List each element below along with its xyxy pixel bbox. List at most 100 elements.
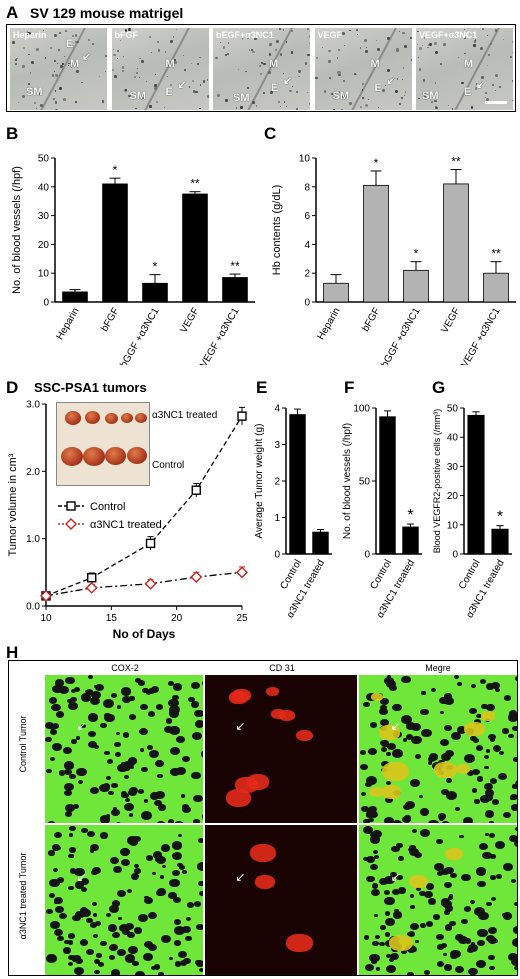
point-1-3	[190, 571, 203, 584]
significance-mark-1: *	[374, 156, 379, 170]
x-tick-label-1: bFGF	[99, 306, 121, 334]
tumor-specimen	[85, 411, 100, 424]
stain-tile-r1-c0: ↙	[45, 825, 203, 975]
significance-mark-1: *	[113, 163, 118, 177]
stain-tile-r0-c2: ↙	[359, 675, 517, 823]
matrigel-image-label: VEGF	[317, 30, 343, 40]
panel-g-letter: G	[432, 378, 446, 397]
x-tick-label-3: VEGF	[178, 306, 201, 335]
significance-mark-4: **	[491, 247, 501, 261]
tumor-specimen	[83, 447, 105, 466]
legend-marker-0	[66, 501, 76, 511]
panel-c-letter: C	[264, 124, 277, 143]
y-tick-label: 2.0	[26, 467, 40, 478]
stain-tile-r0-c0: ↙	[45, 675, 203, 823]
row-label-control: Control Tumor	[18, 715, 28, 773]
tissue-marker-m: M	[464, 58, 474, 70]
x-tick-label-0: Heparin	[316, 306, 343, 342]
panel-h-letter: H	[6, 643, 19, 662]
y-tick-label: 3	[274, 440, 280, 451]
significance-mark-1: *	[407, 507, 413, 524]
tumor-specimen	[121, 413, 133, 424]
panel-b-letter: B	[6, 124, 19, 143]
x-tick-label-0: Heparin	[55, 306, 82, 342]
y-tick-label: 10	[38, 269, 50, 280]
tumor-specimen	[127, 447, 147, 464]
y-tick-label: 40	[447, 433, 459, 444]
x-tick-label: 15	[106, 613, 118, 624]
point-0-3	[191, 485, 201, 495]
y-tick-label: 1.0	[26, 534, 40, 545]
tissue-marker-m: M	[70, 58, 80, 70]
tissue-marker-sm: SM	[422, 90, 439, 102]
y-tick-label: 20	[447, 491, 459, 502]
bar-4	[222, 277, 248, 303]
tissue-marker-e: E	[464, 86, 472, 98]
tissue-marker-m: M	[269, 58, 279, 70]
panel-e-letter: E	[256, 378, 268, 397]
bar-0	[323, 282, 349, 303]
stain-tile-r1-c1: ↙	[205, 825, 357, 975]
chart-g-vegfr2-cells: 0 10 20 30 40 50 Blood VEGFR2-positive cells (…	[432, 404, 512, 620]
bar-1	[363, 184, 389, 303]
y-tick-label: 8	[304, 182, 310, 193]
matrigel-image-strip: Heparin E M SM ↙ bFGF M E SM ↙ bEGF+α3NC1 M E SM ↙ VEGF…	[6, 24, 516, 112]
bar-2	[142, 282, 168, 303]
x-tick-label: 10	[40, 613, 52, 624]
y-tick-label: 0	[304, 298, 310, 309]
y-tick-label: 2	[304, 269, 310, 280]
tissue-marker-m: M	[165, 58, 175, 70]
stain-tile-r1-c2: ↙	[359, 825, 517, 975]
tissue-marker-e: E	[165, 86, 173, 98]
legend-marker-1	[65, 518, 77, 530]
tumor-specimen	[65, 411, 81, 425]
tissue-marker-sm: SM	[129, 90, 147, 102]
y-axis-label: No. of blood vessels (/hpf)	[342, 423, 353, 539]
immunostain-grid: COX-2 CD 31 Megre Control Tumor α3NC1 tr…	[8, 660, 518, 976]
y-tick-label: 20	[38, 240, 50, 251]
arrow-icon: ↙	[283, 75, 293, 87]
bar-4	[483, 272, 509, 303]
significance-mark-1: *	[497, 509, 503, 526]
panel-d-title: SSC-PSA1 tumors	[34, 380, 147, 395]
y-axis-label: Tumor volume in cm³	[7, 453, 19, 556]
significance-mark-4: **	[230, 259, 240, 273]
bar-0	[62, 291, 88, 303]
tissue-marker-e: E	[374, 82, 382, 94]
tissue-marker-e: E	[271, 82, 279, 94]
row-label-treated: α3NC1 treated Tumor	[18, 852, 28, 940]
y-tick-label: 6	[304, 211, 310, 222]
y-tick-label: 4	[274, 404, 280, 415]
col-header-merge: Megre	[425, 663, 451, 673]
y-tick-label: 0	[452, 550, 458, 561]
tumor-specimen	[61, 447, 83, 466]
point-1-2	[144, 577, 157, 590]
point-1-0	[40, 589, 52, 602]
significance-mark-3: **	[190, 177, 200, 191]
tumor-photo	[56, 402, 150, 486]
y-axis-label: No. of blood vessels (/hpf)	[11, 166, 23, 294]
legend-label-1: α3NC1 treated	[90, 519, 162, 531]
matrigel-image-label: bEGF+α3NC1	[216, 30, 274, 40]
bar-0	[467, 414, 485, 555]
arrow-icon: ↙	[386, 75, 396, 87]
tissue-marker-e: E	[66, 38, 74, 50]
chart-d-tumor-volume: 0.0 1.0 2.0 3.0 10 15 20 25 No of Days Tumor volu…	[7, 400, 248, 642]
point-1-1	[85, 581, 98, 594]
y-tick-label: 4	[304, 240, 310, 251]
y-tick-label: 30	[447, 462, 459, 473]
point-0-4	[237, 411, 247, 421]
series-line-1	[45, 571, 243, 597]
tumor-photo-control-label: Control	[152, 460, 185, 471]
col-header-cd31: CD 31	[269, 663, 295, 673]
tumor-photo-treated-label: α3NC1 treated	[152, 410, 218, 421]
y-tick-label: 2	[274, 477, 280, 488]
point-1-4	[236, 566, 248, 579]
x-tick-label-4: VEGF +α3NC1	[459, 306, 502, 365]
y-axis-label: Average Tumor weight (g)	[254, 424, 265, 539]
tissue-marker-sm: SM	[26, 86, 43, 98]
legend-label-0: Control	[90, 501, 125, 513]
significance-mark-2: *	[153, 260, 158, 274]
